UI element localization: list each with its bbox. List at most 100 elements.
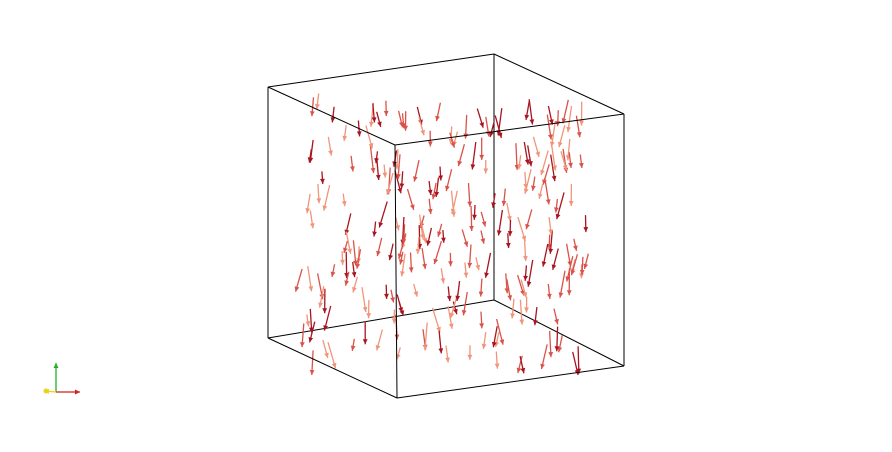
box-edge [267, 337, 398, 399]
y-axis-icon [53, 363, 59, 392]
arrow-glyph [578, 154, 584, 169]
arrow-glyph [461, 291, 468, 316]
arrow-glyph [461, 229, 469, 247]
arrow-glyph [388, 243, 394, 261]
arrow-glyph [382, 164, 388, 178]
arrow-glyph [501, 188, 507, 207]
arrow-glyph [386, 172, 394, 195]
arrow-glyph [557, 335, 563, 353]
arrow-glyph [344, 213, 352, 236]
arrow-glyph [365, 125, 374, 149]
arrow-glyph [523, 238, 528, 262]
arrow-glyph [505, 233, 511, 249]
arrow-glyph [542, 164, 550, 185]
arrow-glyph [413, 283, 419, 297]
arrow-glyph [558, 270, 566, 298]
arrow-glyph [507, 219, 513, 237]
arrow-glyph [494, 351, 500, 369]
arrow-glyph [533, 307, 538, 326]
arrow-glyph [309, 210, 315, 229]
arrow-glyph [427, 198, 433, 215]
arrow-glyph [327, 136, 333, 156]
arrow-glyph [440, 268, 446, 284]
box-front-edges [267, 53, 625, 399]
arrow-glyph [568, 183, 574, 207]
arrow-glyph [532, 136, 541, 158]
arrow-glyph [383, 100, 389, 117]
z-axis-tip-icon [43, 388, 49, 394]
arrow-glyph [583, 253, 589, 270]
arrow-glyph [310, 97, 315, 117]
arrow-glyph [431, 307, 441, 333]
arrow-glyph [372, 221, 377, 237]
arrow-glyph [516, 355, 523, 374]
arrow-glyph [523, 169, 532, 194]
arrow-glyph [523, 171, 529, 189]
arrow-glyph [527, 145, 533, 167]
arrow-glyph [541, 243, 549, 267]
arrow-glyph [395, 217, 400, 231]
arrow-glyph [394, 149, 400, 170]
arrow-glyph [375, 157, 381, 181]
arrow-glyph [342, 125, 348, 142]
arrow-glyph [467, 244, 473, 268]
arrow-glyph [517, 155, 522, 170]
arrow-glyph [467, 183, 473, 207]
arrow-glyph [480, 230, 486, 244]
arrow-glyph [433, 241, 443, 265]
arrow-glyph [519, 299, 525, 325]
arrow-glyph [547, 105, 554, 125]
arrow-glyph [343, 240, 349, 254]
arrow-glyph [427, 130, 433, 147]
arrow-glyph [452, 301, 458, 315]
arrow-glyph [479, 137, 485, 160]
arrow-glyph [418, 116, 425, 136]
arrow-glyph [472, 204, 477, 220]
arrow-glyph [355, 249, 362, 269]
arrow-glyph [506, 279, 513, 301]
arrow-glyph [469, 206, 474, 232]
orientation-axes-icon[interactable] [43, 363, 81, 395]
arrow-glyph [294, 268, 303, 292]
arrow-glyph [516, 274, 525, 296]
arrow-glyph [554, 326, 560, 352]
arrow-glyph [438, 330, 444, 354]
box-edge [267, 53, 495, 88]
arrow-glyph [437, 223, 443, 237]
arrow-glyph [554, 198, 559, 213]
arrow-glyph [448, 252, 453, 267]
arrow-glyph [573, 238, 578, 251]
arrow-glyph [450, 190, 458, 215]
arrow-glyph [520, 279, 528, 298]
arrow-glyph [570, 254, 579, 276]
arrow-glyphs [294, 93, 589, 376]
arrow-glyph [309, 308, 314, 333]
arrow-glyph [413, 160, 420, 182]
arrow-glyph [318, 285, 325, 308]
arrow-glyph [455, 280, 461, 301]
arrow-glyph [352, 240, 358, 266]
arrow-glyph [415, 236, 421, 255]
arrow-glyph [553, 308, 559, 325]
arrow-glyph [538, 183, 544, 199]
arrow-glyph [470, 142, 477, 170]
arrow-glyph [352, 276, 359, 293]
arrow-glyph [396, 154, 401, 180]
arrow-glyph [566, 268, 572, 296]
arrow-glyph [397, 233, 407, 260]
arrow-glyph [566, 105, 573, 133]
arrow-glyph [330, 264, 336, 278]
arrow-glyph [531, 176, 536, 191]
box-edge [396, 365, 625, 399]
arrow-glyph [376, 237, 383, 257]
arrow-glyph [438, 166, 443, 181]
arrow-glyph [308, 139, 314, 163]
arrow-glyph [479, 311, 484, 329]
arrow-glyph [510, 298, 515, 319]
arrow-glyph [519, 356, 526, 374]
arrow-glyph [525, 209, 533, 230]
arrow-glyph [369, 145, 376, 174]
arrow-glyph [526, 259, 534, 287]
